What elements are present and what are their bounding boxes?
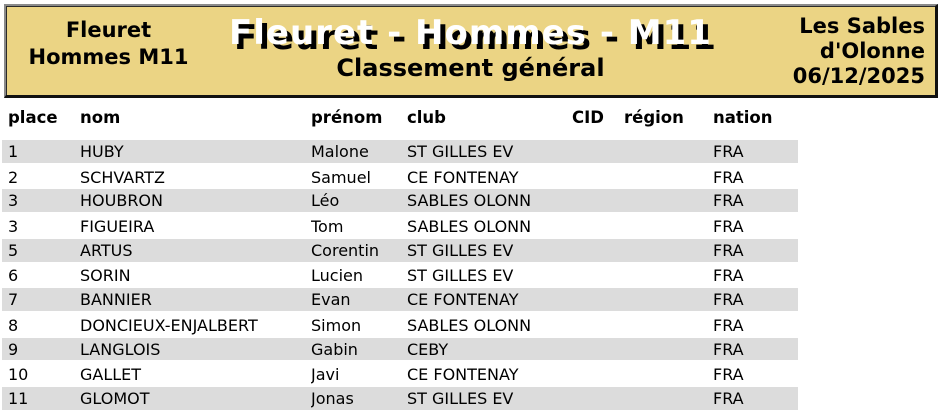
cell-club: CE FONTENAY: [407, 290, 519, 310]
location-line1: Les Sables: [799, 14, 925, 38]
cell-nom: HUBY: [80, 141, 124, 161]
column-header-nation: nation: [713, 108, 773, 127]
cell-prenom: Jonas: [311, 389, 354, 409]
cell-place: 11: [8, 389, 29, 409]
ranking-table: place nom prénom club CID région nation …: [0, 103, 942, 412]
cell-nation: FRA: [713, 365, 744, 385]
cell-nom: SCHVARTZ: [80, 167, 165, 187]
weapon-label: Fleuret: [65, 18, 152, 42]
column-header-prenom: prénom: [311, 108, 383, 127]
cell-nation: FRA: [713, 389, 744, 409]
title-block: Fleuret - Hommes - M11 Classement généra…: [211, 6, 730, 95]
cell-nation: FRA: [713, 290, 744, 310]
cell-club: ST GILLES EV: [407, 141, 514, 161]
cell-club: ST GILLES EV: [407, 240, 514, 260]
cell-nom: HOUBRON: [80, 191, 163, 211]
cell-nation: FRA: [713, 266, 744, 286]
cell-prenom: Tom: [311, 217, 344, 237]
cell-club: SABLES OLONN: [407, 191, 532, 211]
cell-place: 5: [8, 240, 19, 260]
column-header-club: club: [407, 108, 446, 127]
competition-header-banner: Fleuret Hommes M11 Fleuret - Hommes - M1…: [4, 4, 938, 98]
table-row: 7 BANNIER Evan CE FONTENAY FRA: [2, 288, 798, 314]
location-line2: d'Olonne: [819, 39, 925, 63]
table-header-row: place nom prénom club CID région nation: [2, 103, 798, 132]
cell-place: 1: [8, 141, 19, 161]
cell-place: 10: [8, 365, 29, 385]
table-row: 2 SCHVARTZ Samuel CE FONTENAY FRA: [2, 165, 798, 190]
cell-prenom: Javi: [311, 365, 340, 385]
cell-nom: FIGUEIRA: [80, 217, 155, 237]
cell-prenom: Lucien: [311, 266, 363, 286]
cell-club: CE FONTENAY: [407, 365, 519, 385]
cell-nom: ARTUS: [80, 240, 133, 260]
page-subtitle: Classement général: [336, 54, 605, 82]
table-row: 3 HOUBRON Léo SABLES OLONN FRA: [2, 189, 798, 215]
table-row: 5 ARTUS Corentin ST GILLES EV FRA: [2, 238, 798, 264]
cell-place: 9: [8, 339, 19, 359]
cell-nation: FRA: [713, 339, 744, 359]
page-title: Fleuret - Hommes - M11: [229, 13, 712, 53]
cell-nation: FRA: [713, 315, 744, 335]
cell-nation: FRA: [713, 167, 744, 187]
cell-prenom: Simon: [311, 315, 362, 335]
table-body: 1 HUBY Malone ST GILLES EV FRA 2 SCHVART…: [0, 140, 942, 412]
column-header-place: place: [8, 108, 58, 127]
cell-nom: GALLET: [80, 365, 142, 385]
column-header-cid: CID: [572, 108, 604, 127]
column-header-region: région: [624, 108, 684, 127]
cell-place: 7: [8, 290, 19, 310]
weapon-category-block: Fleuret Hommes M11: [6, 6, 211, 95]
location-date-block: Les Sables d'Olonne 06/12/2025: [730, 6, 935, 95]
cell-prenom: Léo: [311, 191, 340, 211]
table-row: 8 DONCIEUX-ENJALBERT Simon SABLES OLONN …: [2, 313, 798, 338]
cell-place: 2: [8, 167, 19, 187]
competition-date: 06/12/2025: [792, 64, 925, 88]
cell-nom: SORIN: [80, 266, 131, 286]
cell-nation: FRA: [713, 141, 744, 161]
cell-nom: DONCIEUX-ENJALBERT: [80, 315, 258, 335]
column-header-nom: nom: [80, 108, 121, 127]
cell-nation: FRA: [713, 240, 744, 260]
cell-place: 3: [8, 217, 19, 237]
cell-club: ST GILLES EV: [407, 389, 514, 409]
table-row: 11 GLOMOT Jonas ST GILLES EV FRA: [2, 387, 798, 412]
table-row: 10 GALLET Javi CE FONTENAY FRA: [2, 362, 798, 387]
cell-nation: FRA: [713, 191, 744, 211]
table-row: 6 SORIN Lucien ST GILLES EV FRA: [2, 264, 798, 289]
cell-place: 6: [8, 266, 19, 286]
cell-club: CE FONTENAY: [407, 167, 519, 187]
cell-place: 3: [8, 191, 19, 211]
cell-prenom: Malone: [311, 141, 369, 161]
cell-nation: FRA: [713, 217, 744, 237]
cell-place: 8: [8, 315, 19, 335]
cell-prenom: Corentin: [311, 240, 380, 260]
cell-club: SABLES OLONN: [407, 315, 532, 335]
cell-prenom: Samuel: [311, 167, 371, 187]
cell-nom: GLOMOT: [80, 389, 150, 409]
table-row: 1 HUBY Malone ST GILLES EV FRA: [2, 140, 798, 165]
table-row: 9 LANGLOIS Gabin CEBY FRA: [2, 337, 798, 363]
cell-club: CEBY: [407, 339, 449, 359]
cell-club: ST GILLES EV: [407, 266, 514, 286]
cell-club: SABLES OLONN: [407, 217, 532, 237]
table-row: 3 FIGUEIRA Tom SABLES OLONN FRA: [2, 214, 798, 239]
category-label: Hommes M11: [28, 45, 189, 69]
cell-nom: BANNIER: [80, 290, 152, 310]
cell-prenom: Gabin: [311, 339, 358, 359]
cell-prenom: Evan: [311, 290, 351, 310]
cell-nom: LANGLOIS: [80, 339, 161, 359]
